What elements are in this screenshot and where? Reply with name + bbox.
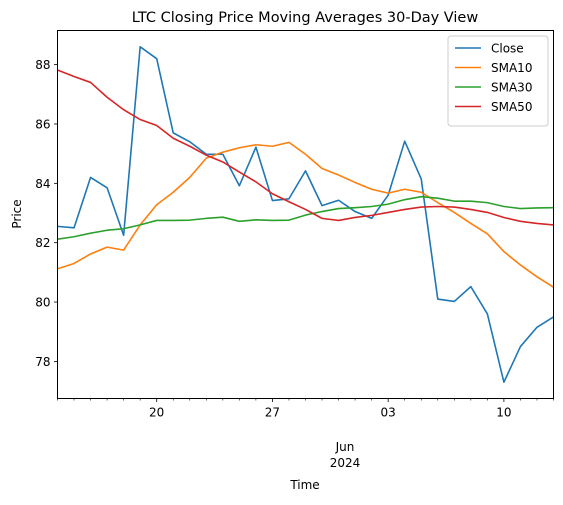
x-axis-label: Time [289, 478, 319, 492]
x-tick-label: 10 [496, 406, 511, 420]
chart-title: LTC Closing Price Moving Averages 30-Day… [132, 10, 479, 26]
x-tick-label: 20 [149, 406, 164, 420]
x-secondary-label-month: Jun [335, 440, 355, 454]
y-tick-label: 86 [35, 117, 50, 131]
y-tick-label: 80 [35, 296, 50, 310]
x-tick-label: 03 [381, 406, 396, 420]
y-axis-label: Price [10, 199, 24, 228]
y-tick-label: 88 [35, 58, 50, 72]
legend-label-close: Close [491, 42, 524, 56]
y-tick-label: 78 [35, 355, 50, 369]
x-tick-label: 27 [265, 406, 280, 420]
y-tick-label: 84 [35, 177, 50, 191]
legend-label-sma10: SMA10 [491, 61, 532, 75]
y-tick-label: 82 [35, 236, 50, 250]
legend-label-sma50: SMA50 [491, 100, 532, 114]
legend: Close SMA10 SMA30 SMA50 [448, 36, 548, 126]
legend-label-sma30: SMA30 [491, 81, 532, 95]
x-secondary-label-year: 2024 [330, 456, 361, 470]
